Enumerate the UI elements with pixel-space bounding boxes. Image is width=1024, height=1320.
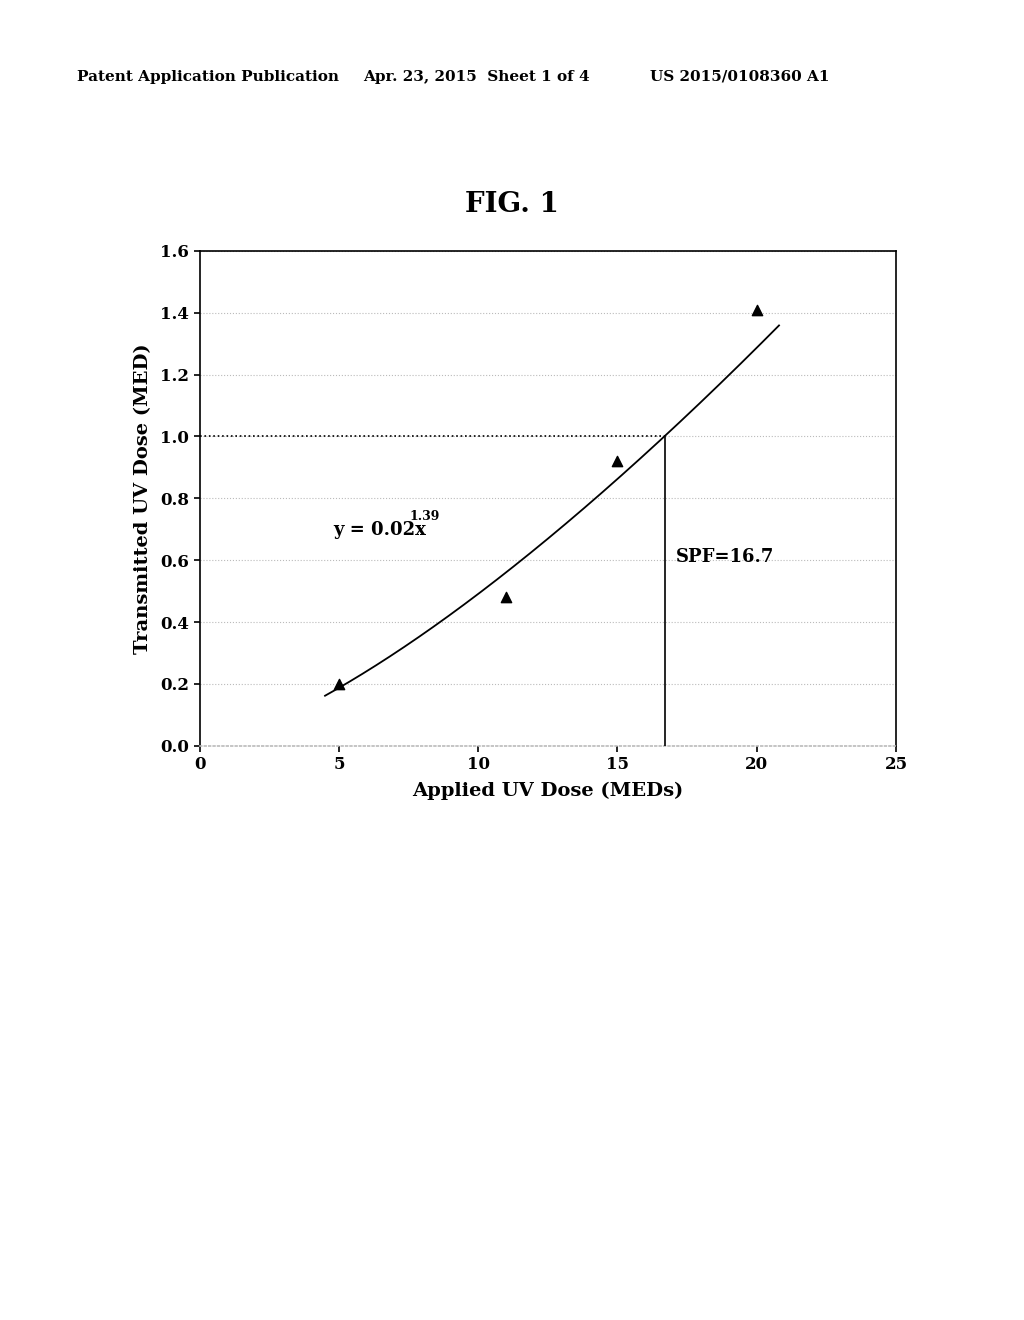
Text: SPF=16.7: SPF=16.7 — [676, 548, 774, 566]
Point — [749, 300, 765, 321]
Point — [331, 673, 347, 694]
Y-axis label: Transmitted UV Dose (MED): Transmitted UV Dose (MED) — [134, 343, 152, 653]
Text: 1.39: 1.39 — [410, 510, 440, 523]
Text: y = 0.02x: y = 0.02x — [334, 521, 426, 540]
Point — [498, 586, 514, 607]
Text: Patent Application Publication: Patent Application Publication — [77, 70, 339, 83]
Text: US 2015/0108360 A1: US 2015/0108360 A1 — [650, 70, 829, 83]
X-axis label: Applied UV Dose (MEDs): Applied UV Dose (MEDs) — [413, 781, 683, 800]
Point — [609, 450, 626, 471]
Text: FIG. 1: FIG. 1 — [465, 191, 559, 218]
Text: Apr. 23, 2015  Sheet 1 of 4: Apr. 23, 2015 Sheet 1 of 4 — [364, 70, 590, 83]
